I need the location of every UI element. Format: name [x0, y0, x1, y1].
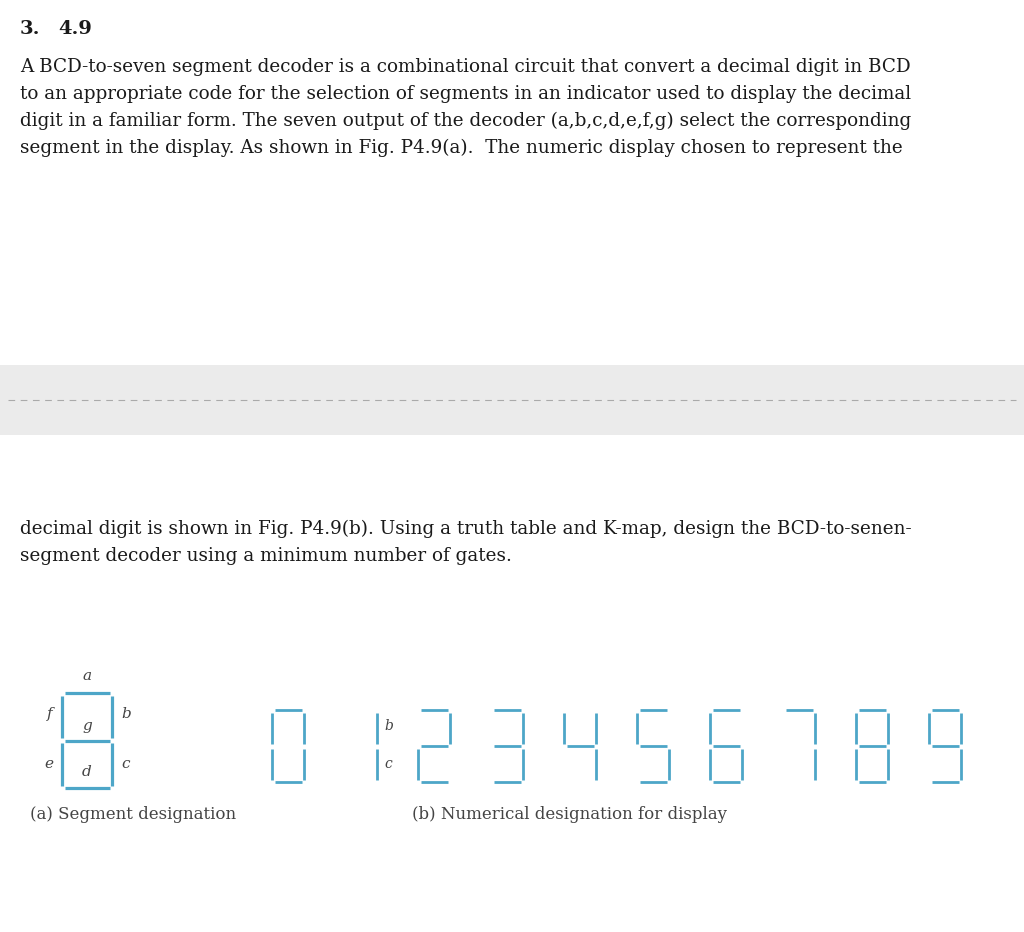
Text: c: c	[384, 757, 392, 771]
Text: segment in the display. As shown in Fig. P4.9(a).  The numeric display chosen to: segment in the display. As shown in Fig.…	[20, 139, 903, 158]
Text: segment decoder using a minimum number of gates.: segment decoder using a minimum number o…	[20, 547, 512, 565]
Text: (a) Segment designation: (a) Segment designation	[30, 806, 237, 823]
Text: c: c	[121, 757, 129, 772]
Text: A BCD-to-seven segment decoder is a combinational circuit that convert a decimal: A BCD-to-seven segment decoder is a comb…	[20, 58, 910, 76]
Text: a: a	[83, 669, 91, 683]
Text: g: g	[82, 720, 92, 733]
Text: d: d	[82, 765, 92, 779]
Text: 4.9: 4.9	[58, 20, 92, 38]
Text: to an appropriate code for the selection of segments in an indicator used to dis: to an appropriate code for the selection…	[20, 85, 911, 103]
Text: e: e	[44, 757, 53, 772]
Text: f: f	[47, 706, 53, 720]
Bar	[0, 365, 1024, 435]
Text: (b) Numerical designation for display: (b) Numerical designation for display	[412, 806, 727, 823]
Text: 3.: 3.	[20, 20, 41, 38]
Text: decimal digit is shown in Fig. P4.9(b). Using a truth table and K-map, design th: decimal digit is shown in Fig. P4.9(b). …	[20, 520, 911, 539]
Text: digit in a familiar form. The seven output of the decoder (a,b,c,d,e,f,g) select: digit in a familiar form. The seven outp…	[20, 112, 911, 130]
Text: b: b	[121, 706, 131, 720]
Text: b: b	[384, 719, 393, 733]
